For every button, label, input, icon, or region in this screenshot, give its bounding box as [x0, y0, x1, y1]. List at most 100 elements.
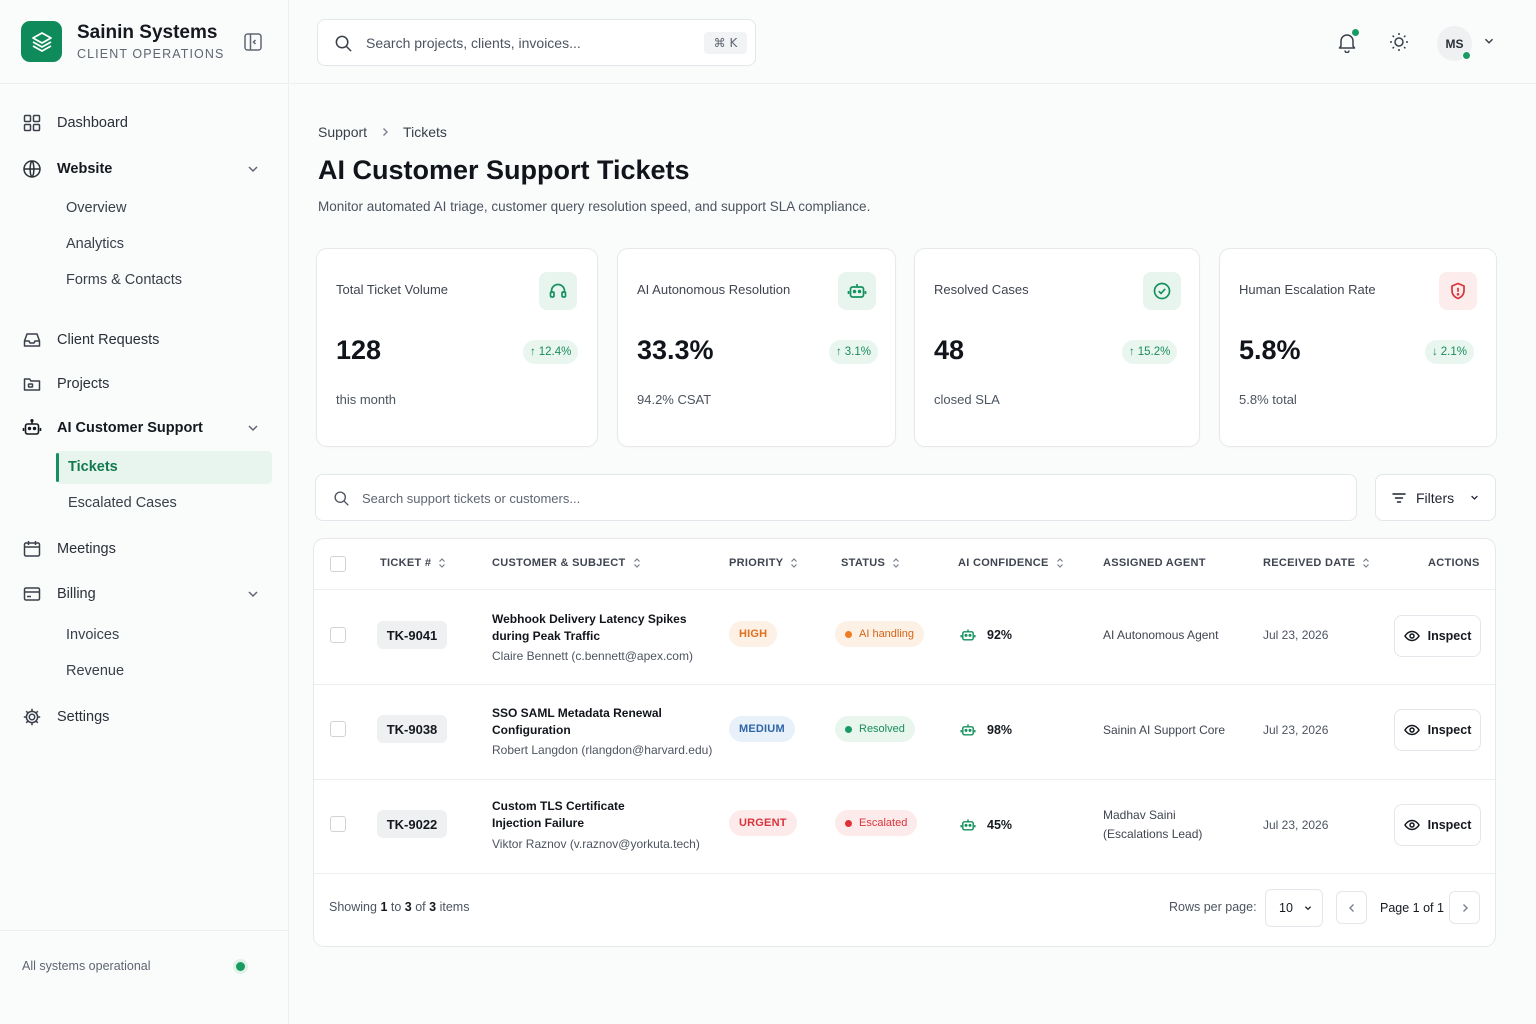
- trend-badge: ↑ 3.1%: [829, 340, 878, 364]
- robot-icon: [838, 272, 876, 310]
- next-page-button[interactable]: [1449, 891, 1480, 924]
- sidebar-item-meetings[interactable]: Meetings: [22, 537, 116, 561]
- customer-contact: Viktor Raznov (v.raznov@yorkuta.tech): [492, 837, 700, 851]
- stat-card-total-volume: Total Ticket Volume 128 ↑ 12.4% this mont…: [316, 248, 598, 447]
- status-badge: Resolved: [835, 716, 915, 742]
- search-placeholder: Search projects, clients, invoices...: [366, 35, 581, 51]
- search-icon: [335, 35, 352, 52]
- assigned-agent: Madhav Saini (Escalations Lead): [1103, 808, 1203, 841]
- stat-footnote: 94.2% CSAT: [637, 392, 712, 407]
- stat-footnote: this month: [336, 392, 396, 407]
- rows-per-page-value: 10: [1279, 901, 1293, 915]
- inspect-button[interactable]: Inspect: [1394, 709, 1481, 751]
- column-header-received-date[interactable]: RECEIVED DATE: [1263, 557, 1371, 569]
- column-header-customer[interactable]: CUSTOMER & SUBJECT: [492, 557, 642, 569]
- shortcut-badge: ⌘ K: [704, 32, 747, 54]
- inspect-button[interactable]: Inspect: [1394, 804, 1481, 846]
- globe-icon: [23, 160, 41, 178]
- sidebar-item-client-requests[interactable]: Client Requests: [22, 328, 159, 352]
- row-checkbox[interactable]: [330, 816, 346, 832]
- previous-page-button[interactable]: [1336, 891, 1367, 924]
- arrow-up-icon: ↑: [1129, 346, 1135, 358]
- sidebar-item-escalated-cases[interactable]: Escalated Cases: [68, 495, 177, 511]
- sidebar-item-forms-contacts[interactable]: Forms & Contacts: [66, 272, 183, 288]
- row-checkbox[interactable]: [330, 627, 346, 643]
- received-date: Jul 23, 2026: [1263, 628, 1329, 642]
- system-status-text: All systems operational: [22, 959, 151, 973]
- chevron-down-icon[interactable]: [244, 585, 262, 603]
- ticket-subject[interactable]: Webhook Delivery Latency Spikes during P…: [492, 612, 687, 643]
- brand-name: Sainin Systems: [77, 22, 218, 43]
- select-all-checkbox[interactable]: [330, 556, 346, 572]
- stat-card-ai-resolution: AI Autonomous Resolution 33.3% ↑ 3.1% 94.…: [617, 248, 896, 447]
- sidebar-item-dashboard[interactable]: Dashboard: [22, 111, 128, 135]
- brand-logo[interactable]: [21, 21, 62, 62]
- sidebar-item-analytics[interactable]: Analytics: [66, 236, 125, 252]
- status-badge: AI handling: [835, 621, 925, 647]
- column-header-status[interactable]: STATUS: [841, 557, 901, 569]
- trend-badge: ↓ 2.1%: [1425, 340, 1474, 364]
- filter-icon: [1392, 492, 1406, 503]
- showing-to-word: to: [390, 900, 402, 914]
- sidebar-item-label: Client Requests: [57, 332, 160, 348]
- sidebar-item-tickets[interactable]: Tickets: [68, 459, 118, 475]
- inbox-icon: [23, 333, 41, 347]
- status-indicator: [236, 962, 245, 971]
- stat-footnote: closed SLA: [934, 392, 1000, 407]
- priority-badge: MEDIUM: [729, 716, 795, 742]
- row-checkbox[interactable]: [330, 721, 346, 737]
- sidebar-item-settings[interactable]: Settings: [22, 705, 109, 729]
- showing-from: 1: [380, 900, 388, 914]
- confidence-value: 98%: [987, 723, 1013, 737]
- status-label: Resolved: [859, 723, 905, 735]
- sidebar-collapse-icon[interactable]: [243, 32, 263, 52]
- trend-value: 3.1%: [844, 346, 871, 358]
- bell-icon[interactable]: [1336, 31, 1358, 53]
- sidebar-item-overview[interactable]: Overview: [66, 200, 127, 216]
- column-header-ticket[interactable]: TICKET #: [380, 557, 447, 569]
- ticket-subject[interactable]: Custom TLS Certificate Injection Failure: [492, 799, 625, 830]
- grid-icon: [23, 114, 41, 132]
- sidebar-item-billing[interactable]: Billing: [22, 582, 96, 606]
- eye-icon: [1403, 724, 1420, 736]
- chevron-down-icon[interactable]: [244, 419, 262, 437]
- sidebar-item-invoices[interactable]: Invoices: [66, 627, 120, 643]
- showing-of-word: of: [415, 900, 426, 914]
- sidebar-item-revenue[interactable]: Revenue: [66, 663, 125, 679]
- header-label: AI CONFIDENCE: [958, 557, 1049, 569]
- ticket-id[interactable]: TK-9022: [377, 810, 447, 838]
- sidebar-item-label: Billing: [57, 586, 96, 602]
- inspect-button[interactable]: Inspect: [1394, 615, 1481, 657]
- ticket-search-input[interactable]: Search support tickets or customers...: [315, 474, 1357, 521]
- chevron-down-icon[interactable]: [244, 160, 262, 178]
- sidebar-item-label: AI Customer Support: [57, 420, 203, 436]
- inspect-label: Inspect: [1427, 629, 1472, 643]
- inspect-label: Inspect: [1427, 723, 1472, 737]
- chevron-down-icon[interactable]: [1481, 33, 1497, 49]
- divider: [314, 589, 1495, 590]
- search-placeholder: Search support tickets or customers...: [362, 491, 581, 506]
- sidebar-item-projects[interactable]: Projects: [22, 372, 109, 396]
- stat-value: 33.3%: [637, 335, 714, 365]
- column-header-priority[interactable]: PRIORITY: [729, 557, 799, 569]
- header-label: ASSIGNED AGENT: [1103, 557, 1206, 569]
- breadcrumb-parent[interactable]: Support: [318, 124, 368, 140]
- sidebar-item-label: Dashboard: [57, 115, 128, 131]
- filters-button[interactable]: Filters: [1375, 474, 1496, 521]
- ticket-subject[interactable]: SSO SAML Metadata Renewal Configuration: [492, 706, 662, 737]
- status-dot: [845, 725, 852, 733]
- header-label: STATUS: [841, 557, 886, 569]
- ticket-id[interactable]: TK-9041: [377, 621, 447, 649]
- column-header-ai-confidence[interactable]: AI CONFIDENCE: [958, 557, 1065, 569]
- ticket-id[interactable]: TK-9038: [377, 715, 447, 743]
- sidebar-item-tickets-active-bg[interactable]: [56, 451, 272, 484]
- sidebar-item-website[interactable]: Website: [22, 157, 112, 181]
- divider: [314, 873, 1495, 874]
- global-search-input[interactable]: Search projects, clients, invoices... ⌘ …: [317, 19, 756, 66]
- rows-per-page-select[interactable]: 10: [1265, 889, 1323, 927]
- sun-icon[interactable]: [1388, 31, 1410, 53]
- sidebar-item-ai-customer-support[interactable]: AI Customer Support: [22, 416, 203, 440]
- confidence-value: 92%: [987, 628, 1013, 642]
- brand-header: Sainin Systems CLIENT OPERATIONS: [0, 0, 289, 84]
- sidebar-item-label: Settings: [57, 709, 110, 725]
